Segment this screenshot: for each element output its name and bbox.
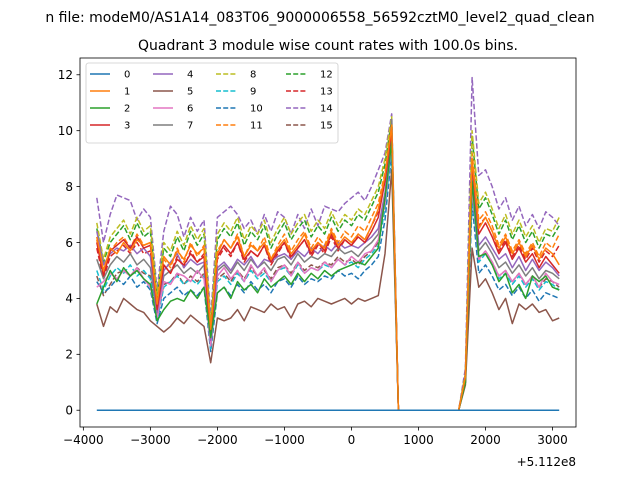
legend-label-0: 0 bbox=[124, 70, 130, 81]
legend-label-7: 7 bbox=[187, 121, 193, 132]
legend-label-1: 1 bbox=[124, 87, 130, 98]
series-line-1 bbox=[96, 124, 560, 411]
x-tick-label: −2000 bbox=[197, 433, 238, 447]
y-tick-label: 12 bbox=[58, 68, 73, 82]
legend-frame bbox=[85, 62, 339, 144]
series-line-10 bbox=[96, 152, 560, 411]
x-offset-label: +5.112e8 bbox=[517, 455, 576, 469]
legend-label-6: 6 bbox=[187, 104, 193, 115]
y-tick-label: 6 bbox=[65, 236, 73, 250]
legend-label-10: 10 bbox=[250, 104, 263, 115]
x-tick-label: 2000 bbox=[470, 433, 501, 447]
legend-label-5: 5 bbox=[187, 87, 193, 98]
legend-label-4: 4 bbox=[187, 70, 193, 81]
x-tick-label: 1000 bbox=[403, 433, 434, 447]
legend-label-13: 13 bbox=[320, 87, 333, 98]
legend-label-15: 15 bbox=[320, 121, 333, 132]
x-tick-label: 0 bbox=[348, 433, 356, 447]
y-tick-label: 8 bbox=[65, 180, 73, 194]
legend-label-14: 14 bbox=[320, 104, 333, 115]
y-axis: 0 2 4 6 8 10 12 bbox=[58, 68, 80, 418]
x-tick-label: 3000 bbox=[537, 433, 568, 447]
legend-label-12: 12 bbox=[320, 70, 333, 81]
x-tick-label: −3000 bbox=[130, 433, 171, 447]
x-axis: −4000 −3000 −2000 −1000 0 1000 2000 3000 bbox=[63, 427, 568, 447]
y-tick-label: 2 bbox=[65, 348, 73, 362]
series-line-12 bbox=[96, 118, 560, 411]
series-line-14 bbox=[96, 76, 560, 411]
series-line-8 bbox=[96, 115, 560, 411]
legend-label-9: 9 bbox=[250, 87, 256, 98]
series-line-5 bbox=[96, 169, 560, 411]
legend-label-2: 2 bbox=[124, 104, 130, 115]
series-line-2 bbox=[96, 141, 560, 411]
legend-label-3: 3 bbox=[124, 121, 130, 132]
chart-title: Quadrant 3 module wise count rates with … bbox=[138, 38, 518, 54]
legend-label-11: 11 bbox=[250, 121, 263, 132]
series-line-3 bbox=[96, 129, 560, 411]
y-tick-label: 10 bbox=[58, 124, 73, 138]
x-tick-label: −4000 bbox=[63, 433, 104, 447]
x-tick-label: −1000 bbox=[264, 433, 305, 447]
y-tick-label: 4 bbox=[65, 292, 73, 306]
series-line-9 bbox=[96, 146, 560, 411]
y-tick-label: 0 bbox=[65, 404, 73, 418]
figure-suptitle: n file: modeM0/AS1A14_083T06_9000006558_… bbox=[45, 10, 594, 26]
series-line-11 bbox=[96, 124, 560, 411]
legend-label-8: 8 bbox=[250, 70, 256, 81]
series-layer bbox=[96, 76, 560, 411]
